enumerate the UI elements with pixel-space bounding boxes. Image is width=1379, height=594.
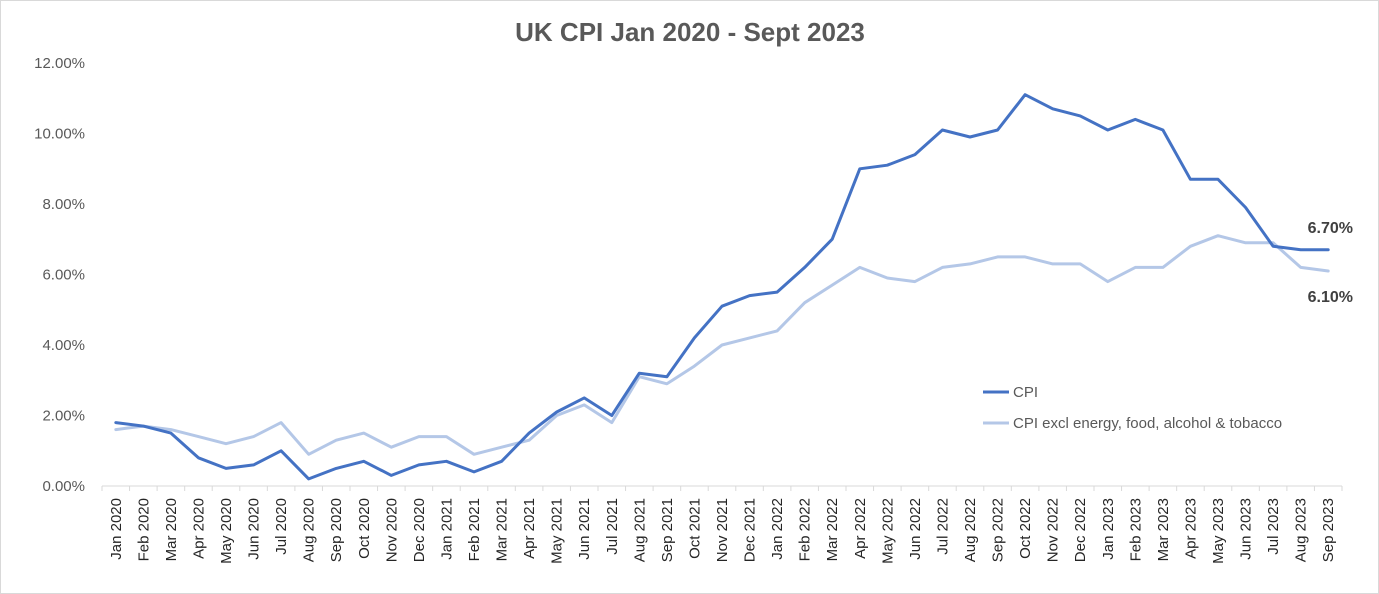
x-tick-label: Sep 2023: [1320, 498, 1337, 562]
x-tick-label: Jul 2023: [1265, 498, 1282, 555]
x-tick-label: Aug 2021: [631, 498, 648, 562]
x-tick-label: May 2022: [879, 498, 896, 564]
x-tick-label: Feb 2022: [797, 498, 814, 561]
x-tick-label: Oct 2020: [356, 498, 373, 559]
x-tick-label: Sep 2020: [328, 498, 345, 562]
x-tick-label: Mar 2022: [824, 498, 841, 561]
series-line-0: [114, 93, 1330, 481]
x-tick-label: Apr 2022: [852, 498, 869, 559]
x-tick-label: Jul 2022: [934, 498, 951, 555]
x-tick-label: Nov 2020: [383, 498, 400, 562]
x-tick-label: Mar 2023: [1155, 498, 1172, 561]
x-axis: Jan 2020 Feb 2020 Mar 2020 Apr 2020 May 2020…: [101, 485, 1343, 564]
end-labels: 6.70% 6.10%: [1308, 220, 1353, 306]
legend: CPI CPI excl energy, food, alcohol & toba…: [983, 384, 1282, 432]
x-tick-label: Dec 2022: [1072, 498, 1089, 562]
x-tick-label: Apr 2023: [1182, 498, 1199, 559]
legend-label: CPI excl energy, food, alcohol & tobacco: [1013, 415, 1282, 432]
y-tick-label: 8.00%: [42, 196, 85, 213]
x-tick-label: Oct 2022: [1017, 498, 1034, 559]
x-tick-label: Oct 2021: [686, 498, 703, 559]
legend-label: CPI: [1013, 384, 1038, 401]
x-tick-label: Jan 2023: [1100, 498, 1117, 560]
end-value-label: 6.70%: [1308, 220, 1353, 237]
x-tick-label: Feb 2021: [466, 498, 483, 561]
x-tick-label: May 2021: [549, 498, 566, 564]
x-tick-label: Dec 2020: [411, 498, 428, 562]
y-axis: 0.00% 2.00% 4.00% 6.00% 8.00% 10.00% 12.00%: [34, 55, 85, 495]
x-tick-label: Nov 2022: [1045, 498, 1062, 562]
x-tick-label: Dec 2021: [742, 498, 759, 562]
x-tick-label: Feb 2023: [1127, 498, 1144, 561]
x-tick-label: Sep 2021: [659, 498, 676, 562]
x-tick-label: Apr 2020: [190, 498, 207, 559]
x-tick-label: Jun 2021: [576, 498, 593, 560]
x-tick-label: Jun 2022: [907, 498, 924, 560]
y-tick-label: 0.00%: [42, 478, 85, 495]
x-tick-label: Jan 2022: [769, 498, 786, 560]
x-tick-label: Apr 2021: [521, 498, 538, 559]
x-tick-label: Jan 2020: [108, 498, 125, 560]
y-tick-label: 2.00%: [42, 408, 85, 425]
x-tick-label: Jun 2020: [246, 498, 263, 560]
x-tick-label: May 2023: [1210, 498, 1227, 564]
end-value-label: 6.10%: [1308, 289, 1353, 306]
series-lines: [114, 93, 1330, 481]
y-tick-label: 6.00%: [42, 267, 85, 284]
chart-title: UK CPI Jan 2020 - Sept 2023: [515, 17, 865, 47]
x-tick-label: Mar 2021: [494, 498, 511, 561]
y-tick-label: 12.00%: [34, 55, 85, 72]
x-tick-label: May 2020: [218, 498, 235, 564]
x-tick-label: Jan 2021: [438, 498, 455, 560]
x-tick-label: Sep 2022: [990, 498, 1007, 562]
x-tick-label: Nov 2021: [714, 498, 731, 562]
x-tick-label: Jun 2023: [1238, 498, 1255, 560]
x-tick-label: Feb 2020: [135, 498, 152, 561]
y-tick-label: 4.00%: [42, 337, 85, 354]
y-tick-label: 10.00%: [34, 126, 85, 143]
x-tick-label: Aug 2023: [1293, 498, 1310, 562]
series-line-1: [114, 234, 1330, 456]
x-tick-label: Aug 2020: [301, 498, 318, 562]
x-tick-label: Aug 2022: [962, 498, 979, 562]
x-tick-label: Mar 2020: [163, 498, 180, 561]
x-tick-label: Jul 2020: [273, 498, 290, 555]
x-tick-label: Jul 2021: [604, 498, 621, 555]
